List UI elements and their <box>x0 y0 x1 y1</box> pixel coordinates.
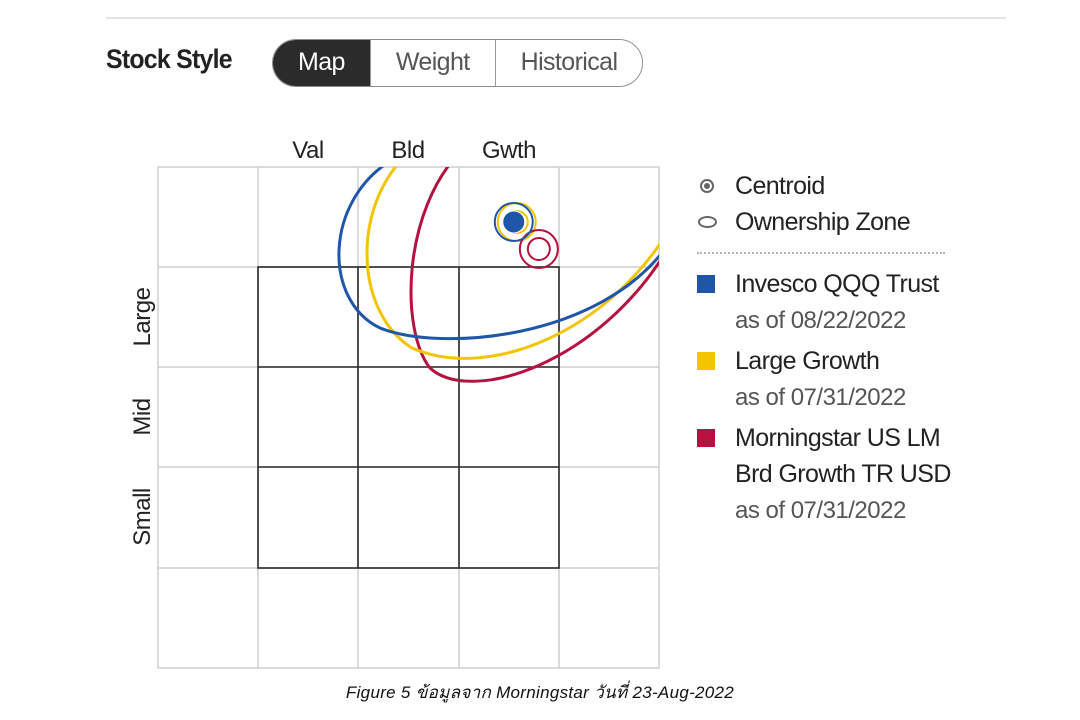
style-box-grid <box>257 266 560 569</box>
y-label-large: Large <box>129 287 156 346</box>
legend-series-date: as of 07/31/2022 <box>735 497 906 524</box>
section-title: Stock Style <box>106 44 233 74</box>
x-label-gwth: Gwth <box>482 137 536 164</box>
centroid-markers <box>493 201 559 270</box>
y-label-small: Small <box>129 488 156 546</box>
legend-series-name: Morningstar US LM Brd Growth TR USD <box>735 424 951 488</box>
legend-series-item: Invesco QQQ Trust as of 08/22/2022 <box>697 266 967 339</box>
color-swatch <box>697 275 715 293</box>
legend-zone-label: Ownership Zone <box>735 207 911 236</box>
legend-series-name: Large Growth <box>735 347 880 375</box>
legend-series-date: as of 08/22/2022 <box>735 307 906 334</box>
color-swatch <box>697 429 715 447</box>
outer-grid <box>157 166 660 669</box>
y-label-mid: Mid <box>129 398 156 435</box>
x-label-val: Val <box>292 137 323 164</box>
ellipse-icon <box>698 216 717 228</box>
centroid-morningstar-index <box>518 229 559 270</box>
legend-series-item: Morningstar US LM Brd Growth TR USD as o… <box>697 420 967 529</box>
legend-centroid-label: Centroid <box>735 171 825 200</box>
tab-weight[interactable]: Weight <box>369 40 495 86</box>
zone-morningstar-index <box>409 167 659 383</box>
figure-caption: Figure 5 ข้อมูลจาก Morningstar วันที่ 23… <box>345 683 735 702</box>
zone-large-growth <box>365 167 659 360</box>
view-tabs: Map Weight Historical <box>272 39 644 87</box>
x-axis-labels: Val Bld Gwth <box>292 137 536 164</box>
legend-series-item: Large Growth as of 07/31/2022 <box>697 343 967 416</box>
legend-divider <box>697 252 945 254</box>
tab-map[interactable]: Map <box>273 40 370 86</box>
legend-centroid: Centroid <box>697 168 967 204</box>
legend: Centroid Ownership Zone Invesco QQQ Trus… <box>697 168 967 533</box>
legend-zone: Ownership Zone <box>697 204 967 240</box>
top-divider <box>106 17 1006 19</box>
tab-historical[interactable]: Historical <box>494 40 643 86</box>
centroid-icon <box>700 179 714 193</box>
ownership-zones <box>337 167 659 383</box>
centroid-invesco-qqq <box>493 201 534 242</box>
zone-invesco-qqq <box>337 167 659 341</box>
color-swatch <box>697 352 715 370</box>
x-label-bld: Bld <box>391 137 424 164</box>
y-axis-labels: Large Mid Small <box>129 287 156 545</box>
legend-series-name: Invesco QQQ Trust <box>735 270 939 298</box>
legend-series-date: as of 07/31/2022 <box>735 384 906 411</box>
